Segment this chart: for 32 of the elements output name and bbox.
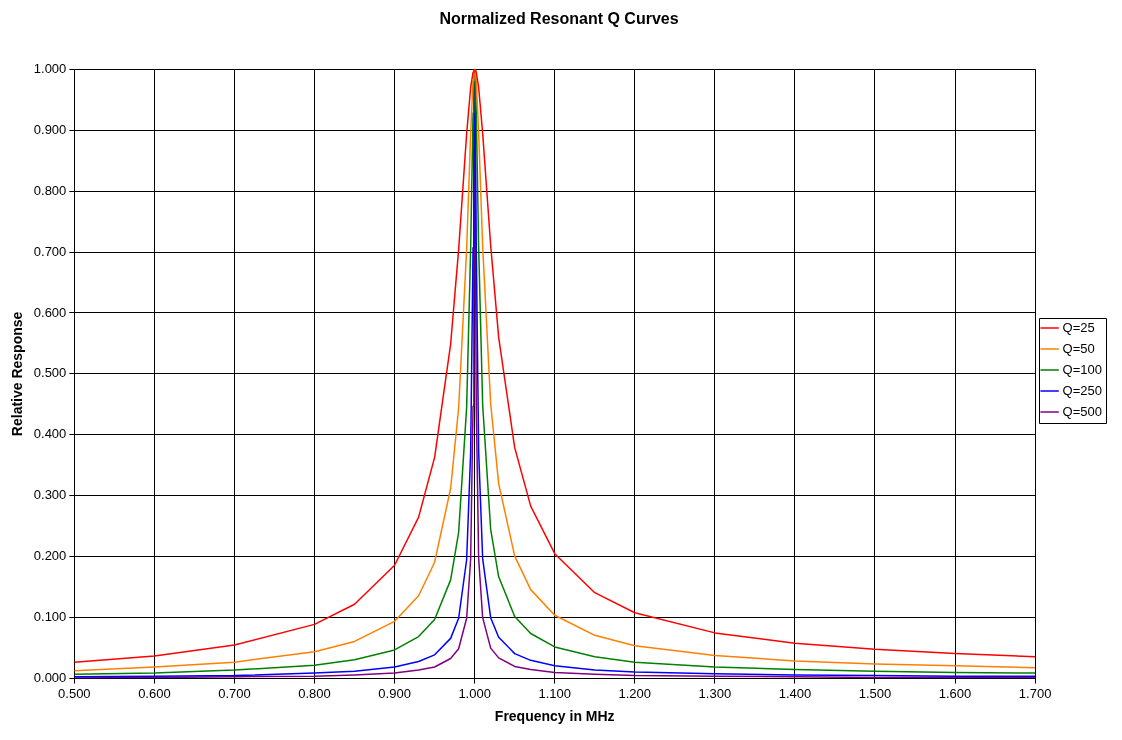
y-tick-label: 0.900 (33, 121, 67, 137)
x-axis-title: Frequency in MHz (494, 708, 615, 725)
x-tick-label: 1.500 (858, 685, 892, 701)
x-tick-label: 0.600 (138, 685, 171, 701)
y-axis-title: Relative Response (9, 311, 26, 437)
y-tick-label: 0.400 (33, 426, 67, 442)
x-tick-label: 0.700 (218, 685, 251, 701)
y-tick-label: 0.300 (33, 487, 67, 503)
y-tick-label: 0.600 (33, 304, 67, 320)
x-tick-label: 1.400 (778, 685, 812, 701)
legend-label: Q=500 (1062, 403, 1103, 419)
x-tick-label: 1.300 (698, 685, 732, 701)
y-tick-label: 0.200 (33, 548, 67, 564)
x-tick-label: 0.500 (58, 685, 91, 701)
legend-label: Q=50 (1062, 340, 1095, 356)
y-tick-label: 0.100 (33, 609, 67, 625)
x-tick-label: 1.700 (1018, 685, 1052, 701)
x-tick-label: 1.600 (938, 685, 972, 701)
y-tick-label: 0.800 (33, 182, 67, 198)
legend-label: Q=25 (1062, 319, 1095, 335)
x-tick-label: 0.800 (298, 685, 331, 701)
y-tick-label: 0.700 (33, 243, 67, 259)
y-tick-label: 1.000 (33, 60, 67, 76)
y-tick-label: 0.000 (33, 670, 67, 686)
y-tick-label: 0.500 (33, 365, 67, 381)
x-tick-label: 1.100 (538, 685, 571, 701)
x-tick-label: 0.900 (378, 685, 411, 701)
legend-label: Q=250 (1062, 382, 1103, 398)
legend-label: Q=100 (1062, 361, 1103, 377)
chart-title: Normalized Resonant Q Curves (439, 10, 679, 28)
x-tick-label: 1.200 (618, 685, 652, 701)
x-tick-label: 1.000 (458, 685, 491, 701)
